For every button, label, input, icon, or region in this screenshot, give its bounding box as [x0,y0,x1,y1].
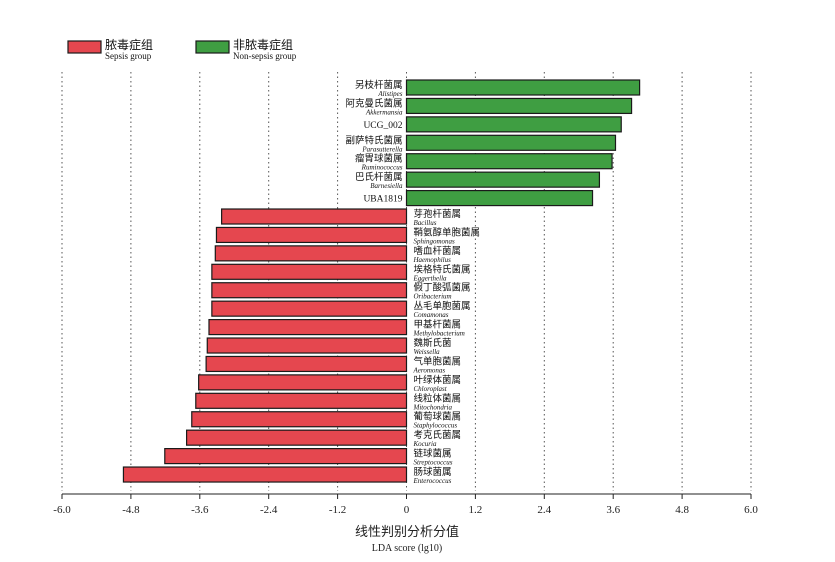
bar [405,116,622,133]
x-tick-label: -6.0 [53,504,71,516]
bar [215,226,408,244]
x-tick-label: 2.4 [537,504,551,516]
bar-label-chinese: UBA1819 [363,195,402,205]
bar [206,337,408,354]
bar-label-chinese: 假丁酸弧菌属 [414,282,471,294]
bar-label-chinese: 埃格特氏菌属 [414,263,471,275]
legend-label-chinese: 非脓毒症组 [233,37,293,52]
bar-label-latin: Aeromonas [413,366,446,374]
bar [185,429,408,446]
legend-label-chinese: 脓毒症组 [105,37,153,52]
bar-label-latin: Weissella [414,348,441,356]
bar-label-chinese: 考克氏菌属 [414,429,462,441]
x-tick-label: 1.2 [469,504,483,516]
legend-swatch [67,40,102,54]
bar [208,318,408,336]
bar-label-chinese: 线粒体菌属 [414,392,462,404]
bar-label-latin: Parasutterella [361,145,403,153]
bar-label-latin: Barnesiella [370,182,403,190]
bar [122,466,408,483]
bar [405,97,633,115]
bar-label-chinese: 副萨特氏菌属 [345,134,402,146]
bar-label-chinese: UCG_002 [363,121,402,131]
bar-label-chinese: 肠球菌属 [414,466,452,478]
bar [405,189,594,207]
x-tick-label: 6.0 [744,504,758,516]
bar [195,392,408,409]
bar-label-latin: Oribacterium [414,293,452,301]
bar-label-chinese: 芽孢杆菌属 [414,208,462,220]
bar [221,208,408,225]
bar-label-latin: Staphylococcus [414,422,458,430]
bar-label-chinese: 阿克曼氏菌属 [345,97,402,109]
bar-label-latin: Methylobacterium [413,330,465,338]
bar-label-latin: Alistipes [377,90,402,98]
bar [164,448,408,465]
x-tick-label: 4.8 [675,504,689,516]
bar [211,282,408,299]
bar [405,79,641,96]
bar-label-latin: Chloroplast [414,385,448,393]
x-tick-label: -3.6 [191,504,209,516]
bar-label-chinese: 巴氏杆菌属 [355,171,403,183]
bar-label-latin: Bacillus [414,219,437,227]
bar-label-chinese: 鞘氨醇单胞菌属 [414,226,481,238]
bar-label-chinese: 甲基杆菌属 [414,319,462,331]
bar [191,411,408,428]
bar [211,263,408,280]
legend-label-english: Non-sepsis group [233,51,297,61]
bar [405,153,613,170]
bar-label-latin: Mitochondria [413,403,453,411]
bar-label-chinese: 叶绿体菌属 [414,374,462,386]
bar-label-latin: Sphingomonas [414,237,456,245]
bar [405,134,617,151]
bar-label-chinese: 气单胞菌属 [414,355,462,367]
bar-label-latin: Comamonas [414,311,449,319]
bar-label-latin: Kocuria [413,440,437,448]
bar-label-chinese: 瘤胃球菌属 [355,153,403,165]
bar-label-chinese: 丛毛单胞菌属 [414,300,471,312]
bar-label-latin: Akkermansia [365,108,403,116]
bar-label-latin: Ruminococcus [361,164,403,172]
x-axis: -6.0 -4.8 -3.6 -2.4 -1.2 0 1.2 2.4 3.6 4.8 6.0 [53,493,758,516]
x-tick-label: -1.2 [329,504,346,516]
x-axis-label-chinese: 线性判别分析分值 [355,524,459,539]
bar [211,300,408,317]
bar [405,171,601,188]
bar-label-chinese: 嗜血杆菌属 [414,245,462,257]
bar-label-chinese: 另枝杆菌属 [355,79,403,91]
x-tick-label: -2.4 [260,504,278,516]
x-tick-label: 3.6 [606,504,620,516]
bar-label-latin: Streptococcus [414,459,453,467]
bar [214,245,408,262]
bar-label-chinese: 葡萄球菌属 [414,411,462,423]
bar-label-latin: Eggerthella [413,274,448,282]
legend-swatch [195,40,230,54]
legend-label-english: Sepsis group [105,51,152,61]
bar-label-latin: Haemophilus [413,256,452,264]
bar [198,374,408,391]
bar-label-chinese: 链球菌属 [414,448,452,460]
bar-label-latin: Enterococcus [413,477,452,485]
bar-label-chinese: 魏斯氏菌 [414,337,452,349]
x-axis-label-english: LDA score (lg10) [372,543,443,554]
bars [122,79,641,483]
x-tick-label: -4.8 [122,504,140,516]
x-tick-label: 0 [404,504,410,516]
bar [205,355,408,373]
